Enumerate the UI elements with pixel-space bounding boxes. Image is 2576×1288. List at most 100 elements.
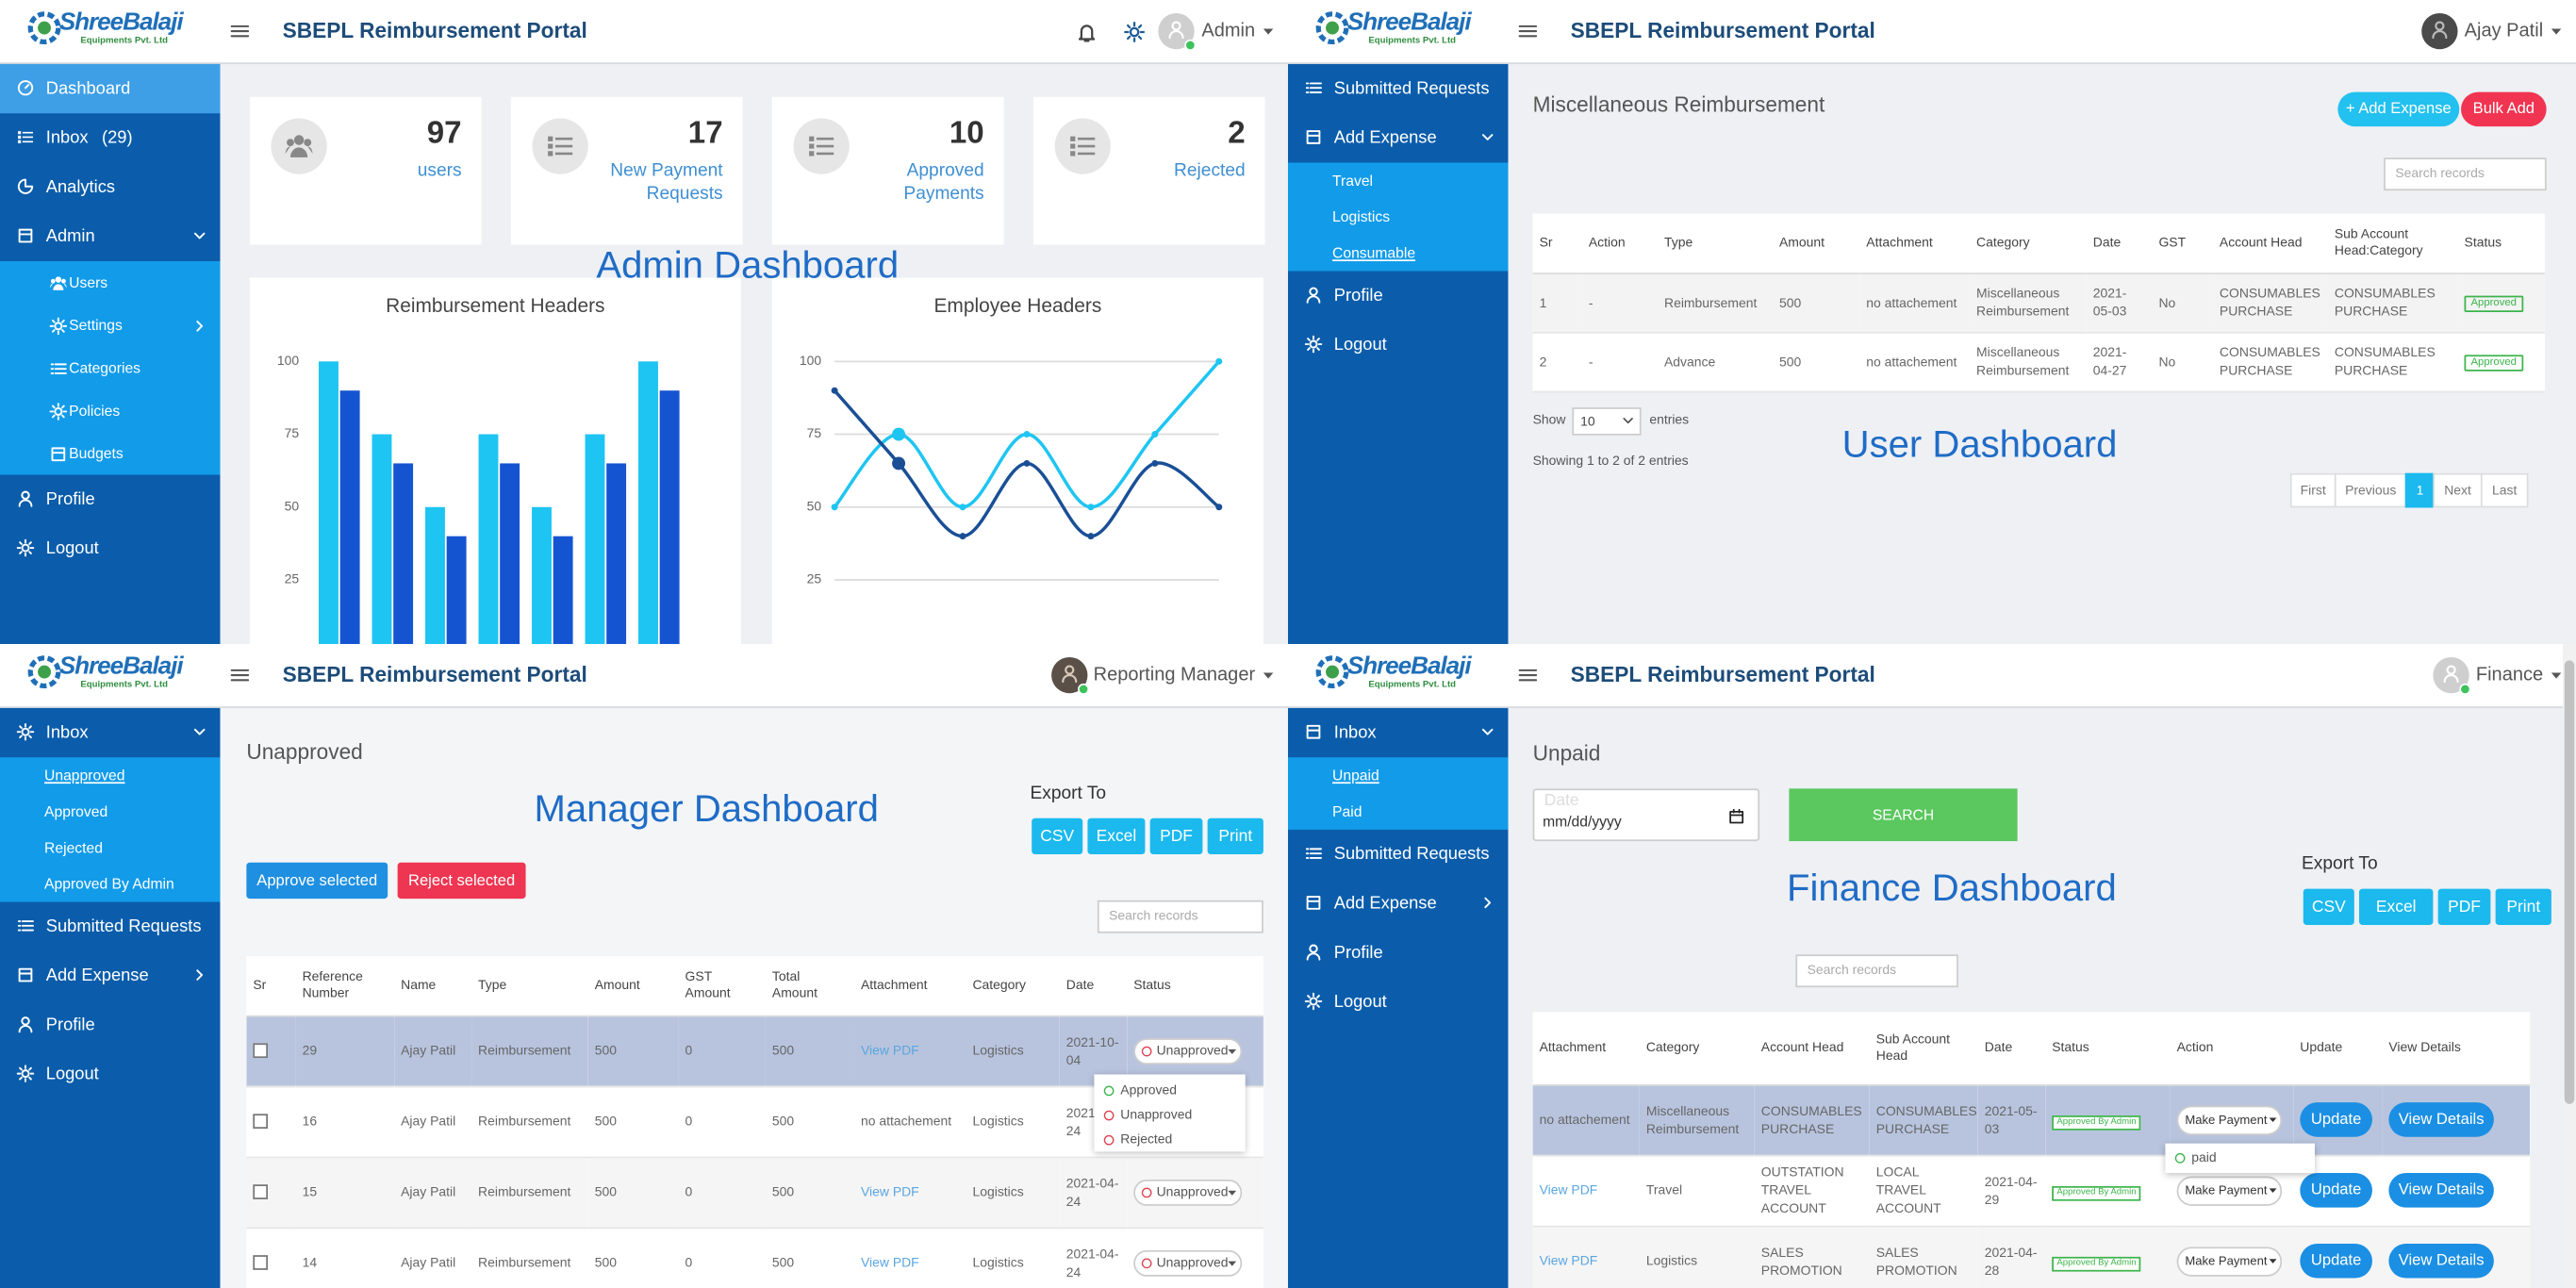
column-header[interactable]: Attachment <box>1859 213 1971 274</box>
sidebar-item[interactable]: Profile <box>1288 271 1508 320</box>
approve-button[interactable]: Approve selected <box>246 862 388 900</box>
action-select[interactable]: Make Payment <box>2176 1246 2283 1276</box>
column-header[interactable]: Action <box>2170 1012 2294 1085</box>
column-header[interactable]: Amount <box>587 956 679 1016</box>
export-button[interactable]: PDF <box>1149 817 1203 855</box>
view-pdf-link[interactable]: View PDF <box>860 1255 919 1270</box>
column-header[interactable]: Sr <box>1532 213 1582 274</box>
submenu-item[interactable]: Approved By Admin <box>0 866 220 901</box>
view-pdf-link[interactable]: View PDF <box>860 1184 919 1199</box>
submenu-item[interactable]: Policies <box>0 389 220 432</box>
sidebar-item[interactable]: Analytics <box>0 162 220 211</box>
status-select[interactable]: Unapproved <box>1133 1179 1243 1206</box>
search-input[interactable]: Search records <box>2384 157 2547 191</box>
user-menu[interactable]: Reporting Manager <box>1050 655 1275 696</box>
column-header[interactable]: Status <box>1127 956 1263 1016</box>
sidebar-item[interactable]: Submitted Requests <box>0 902 220 951</box>
view-details-button[interactable]: View Details <box>2388 1102 2494 1137</box>
sidebar-item[interactable]: Inbox <box>0 708 220 757</box>
sidebar-item[interactable]: Dashboard <box>0 63 221 114</box>
submenu-item[interactable]: Unpaid <box>1288 757 1508 793</box>
column-header[interactable]: Reference Number <box>295 956 395 1016</box>
column-header[interactable]: Date <box>1977 1012 2046 1085</box>
view-details-button[interactable]: View Details <box>2388 1243 2494 1279</box>
export-button[interactable]: PDF <box>2437 888 2491 925</box>
submenu-item[interactable]: Unapproved <box>0 757 220 793</box>
user-menu[interactable]: Finance <box>2433 655 2564 696</box>
row-checkbox[interactable] <box>253 1114 269 1129</box>
export-button[interactable]: CSV <box>1032 817 1083 855</box>
search-button[interactable]: SEARCH <box>1789 788 2018 842</box>
sidebar-item[interactable]: Add Expense <box>1288 113 1508 162</box>
sidebar-item[interactable]: Inbox (29) <box>0 113 220 162</box>
page-button[interactable]: Next <box>2433 472 2483 508</box>
page-button[interactable]: Last <box>2480 472 2529 508</box>
sidebar-item[interactable]: Profile <box>1288 928 1508 977</box>
column-header[interactable]: Category <box>1639 1012 1755 1085</box>
submenu-item[interactable]: Settings <box>0 304 220 346</box>
update-button[interactable]: Update <box>2300 1102 2372 1137</box>
sidebar-item[interactable]: Profile <box>0 475 220 524</box>
search-input[interactable]: Search records <box>1097 900 1263 933</box>
sidebar-item[interactable]: Submitted Requests <box>1288 64 1508 113</box>
column-header[interactable]: View Details <box>2382 1012 2531 1085</box>
view-details-button[interactable]: View Details <box>2388 1173 2494 1208</box>
column-header[interactable]: Amount <box>1772 213 1860 274</box>
sidebar-item[interactable]: Logout <box>1288 978 1508 1027</box>
export-button[interactable]: Excel <box>1087 817 1146 855</box>
submenu-item[interactable]: Categories <box>0 347 220 389</box>
row-checkbox[interactable] <box>253 1043 269 1059</box>
column-header[interactable]: Sr <box>246 956 296 1016</box>
view-pdf-link[interactable]: View PDF <box>1539 1253 1598 1269</box>
column-header[interactable]: Category <box>1970 213 2087 274</box>
column-header[interactable]: Action <box>1581 213 1659 274</box>
export-button[interactable]: Print <box>2495 888 2551 925</box>
column-header[interactable]: Status <box>2045 1012 2171 1085</box>
export-button[interactable]: Print <box>1207 817 1263 855</box>
submenu-item[interactable]: Rejected <box>0 830 220 866</box>
export-button[interactable]: CSV <box>2303 888 2354 925</box>
sidebar-item[interactable]: Add Expense <box>0 951 220 1000</box>
update-button[interactable]: Update <box>2300 1173 2372 1208</box>
search-input[interactable]: Search records <box>1795 954 1958 988</box>
sidebar-item[interactable]: Logout <box>0 1049 220 1098</box>
user-menu[interactable]: Ajay Patil <box>2421 11 2563 51</box>
column-header[interactable]: Account Head <box>1754 1012 1870 1085</box>
sidebar-item[interactable]: Profile <box>0 1000 220 1049</box>
column-header[interactable]: Update <box>2293 1012 2383 1085</box>
dropdown-option[interactable]: paid <box>2165 1144 2315 1173</box>
column-header[interactable]: Type <box>471 956 588 1016</box>
dropdown-option[interactable]: Unapproved <box>1094 1102 1245 1127</box>
date-input[interactable]: Date mm/dd/yyyy <box>1532 788 1760 842</box>
update-button[interactable]: Update <box>2300 1243 2372 1279</box>
page-button[interactable]: Previous <box>2334 472 2407 508</box>
sidebar-item[interactable]: Logout <box>0 524 220 573</box>
submenu-item[interactable]: Approved <box>0 794 220 830</box>
sidebar-item[interactable]: Submitted Requests <box>1288 830 1508 879</box>
column-header[interactable]: Category <box>966 956 1060 1016</box>
sidebar-item[interactable]: Admin <box>0 212 220 261</box>
dropdown-option[interactable]: Rejected <box>1094 1127 1245 1151</box>
length-select[interactable]: 10 <box>1572 407 1642 436</box>
row-checkbox[interactable] <box>253 1184 269 1199</box>
column-header[interactable]: Total Amount <box>765 956 855 1016</box>
sidebar-item[interactable]: Add Expense <box>1288 879 1508 928</box>
page-button[interactable]: 1 <box>2404 472 2436 508</box>
sidebar-item[interactable]: Inbox <box>1288 708 1508 757</box>
column-header[interactable]: Attachment <box>854 956 966 1016</box>
dropdown-option[interactable]: Approved <box>1094 1078 1245 1102</box>
column-header[interactable]: GST <box>2152 213 2213 274</box>
sidebar-item[interactable]: Logout <box>1288 321 1508 370</box>
column-header[interactable]: Date <box>1059 956 1128 1016</box>
column-header[interactable]: Sub Account Head:Category <box>2327 213 2458 274</box>
submenu-item[interactable]: Travel <box>1288 162 1508 198</box>
row-checkbox[interactable] <box>253 1255 269 1270</box>
column-header[interactable]: Account Head <box>2212 213 2328 274</box>
page-button[interactable]: First <box>2289 472 2337 508</box>
submenu-item[interactable]: Budgets <box>0 432 220 474</box>
export-button[interactable]: Excel <box>2359 888 2434 925</box>
bulk-add-button[interactable]: Bulk Add <box>2461 91 2547 127</box>
reject-button[interactable]: Reject selected <box>397 862 526 900</box>
column-header[interactable]: Name <box>394 956 472 1016</box>
action-select[interactable]: Make Payment <box>2176 1104 2283 1135</box>
